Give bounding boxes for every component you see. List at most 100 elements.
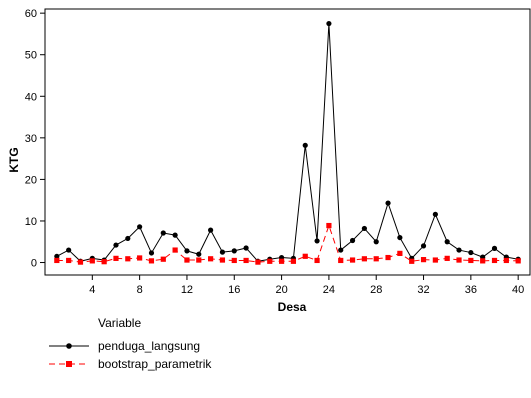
point-penduga_langsung-12 [184,248,190,254]
point-bootstrap_parametrik-26 [349,257,356,263]
point-bootstrap_parametrik-24 [326,222,332,229]
point-penduga_langsung-6 [113,242,119,248]
point-penduga_langsung-17 [243,245,249,251]
series-bootstrap_parametrik [54,222,521,265]
legend-entry-bootstrap_parametrik: bootstrap_parametrik [49,357,212,371]
point-penduga_langsung-28 [373,239,379,245]
legend: Variable penduga_langsung bootstrap_param… [49,316,212,371]
plot-border [44,8,531,276]
point-bootstrap_parametrik-10 [160,256,166,262]
y-axis-title: KTG [7,147,21,172]
x-tick-label-40: 40 [512,284,524,296]
point-penduga_langsung-36 [468,249,474,256]
point-bootstrap_parametrik-12 [184,257,190,263]
point-penduga_langsung-1 [54,253,60,259]
x-tick-label-28: 28 [370,284,382,296]
point-penduga_langsung-16 [231,248,237,254]
point-bootstrap_parametrik-34 [444,255,450,261]
point-bootstrap_parametrik-23 [314,257,320,264]
y-tick-label-0: 0 [31,258,37,270]
point-penduga_langsung-15 [219,249,226,255]
point-penduga_langsung-7 [125,235,131,242]
x-axis-title: Desa [278,300,307,314]
y-tick-label-50: 50 [25,50,37,62]
point-bootstrap_parametrik-29 [385,254,391,261]
point-bootstrap_parametrik-1 [54,257,60,264]
point-penduga_langsung-23 [314,238,320,244]
point-penduga_langsung-34 [444,239,450,245]
point-bootstrap_parametrik-35 [456,257,462,263]
x-tick-label-20: 20 [275,284,287,296]
point-bootstrap_parametrik-9 [148,258,155,264]
point-bootstrap_parametrik-7 [125,256,131,262]
x-tick-label-24: 24 [323,284,335,296]
y-tick-label-10: 10 [25,216,37,228]
point-penduga_langsung-26 [349,237,356,244]
y-tick-label-30: 30 [25,133,37,145]
point-bootstrap_parametrik-22 [302,253,308,259]
x-tick-label-36: 36 [465,284,477,296]
point-penduga_langsung-8 [137,224,143,230]
point-bootstrap_parametrik-13 [196,257,202,263]
legend-label-bootstrap_parametrik: bootstrap_parametrik [98,357,212,371]
y-tick-label-40: 40 [25,91,37,103]
legend-entry-penduga_langsung: penduga_langsung [49,339,200,353]
point-bootstrap_parametrik-2 [66,257,72,264]
point-penduga_langsung-33 [432,211,438,217]
point-bootstrap_parametrik-33 [432,257,438,263]
point-bootstrap_parametrik-32 [420,257,427,263]
point-penduga_langsung-29 [385,200,391,206]
point-bootstrap_parametrik-20 [278,258,285,264]
y-axis: 0 10 20 30 40 50 60 [25,8,45,270]
point-penduga_langsung-9 [148,250,155,256]
point-penduga_langsung-10 [160,230,166,236]
point-bootstrap_parametrik-38 [491,257,498,264]
series-penduga_langsung [54,20,521,264]
point-penduga_langsung-11 [172,232,178,238]
point-bootstrap_parametrik-17 [243,257,249,264]
point-bootstrap_parametrik-37 [480,258,486,264]
point-bootstrap_parametrik-21 [290,258,297,264]
point-penduga_langsung-2 [66,247,72,253]
point-bootstrap_parametrik-14 [208,256,214,262]
legend-entries: penduga_langsung bootstrap_parametrik [49,339,212,371]
point-bootstrap_parametrik-15 [219,257,226,263]
x-tick-label-12: 12 [181,284,193,296]
point-penduga_langsung-35 [456,247,462,253]
legend-title: Variable [98,316,141,330]
point-penduga_langsung-13 [196,251,202,257]
series-line-penduga_langsung [56,23,519,262]
point-bootstrap_parametrik-30 [397,250,403,256]
point-penduga_langsung-24 [326,20,332,27]
point-bootstrap_parametrik-19 [267,258,273,264]
x-tick-label-16: 16 [228,284,240,296]
point-bootstrap_parametrik-8 [137,255,143,261]
point-bootstrap_parametrik-31 [409,258,415,264]
point-bootstrap_parametrik-5 [101,259,107,265]
y-tick-label-20: 20 [25,174,37,186]
plot-frame [44,8,531,276]
point-penduga_langsung-14 [208,227,214,233]
x-tick-label-8: 8 [137,284,143,296]
point-penduga_langsung-25 [338,247,344,253]
point-bootstrap_parametrik-6 [113,255,119,261]
point-bootstrap_parametrik-4 [89,258,95,264]
y-tick-label-60: 60 [25,8,37,20]
point-bootstrap_parametrik-36 [468,257,474,264]
x-tick-label-32: 32 [417,284,429,296]
point-penduga_langsung-32 [420,243,427,249]
x-tick-label-4: 4 [89,284,95,296]
x-axis: 4 8 12 16 20 24 28 32 36 40 [89,275,524,296]
point-penduga_langsung-38 [491,245,498,251]
point-bootstrap_parametrik-16 [231,257,237,264]
point-bootstrap_parametrik-25 [338,257,344,264]
point-bootstrap_parametrik-40 [515,258,521,264]
point-bootstrap_parametrik-3 [77,259,84,265]
series-layer [54,20,521,265]
legend-marker-penduga_langsung [66,343,72,349]
legend-label-penduga_langsung: penduga_langsung [98,339,200,353]
point-bootstrap_parametrik-28 [373,256,379,262]
point-bootstrap_parametrik-11 [172,247,178,253]
point-penduga_langsung-27 [361,225,367,232]
